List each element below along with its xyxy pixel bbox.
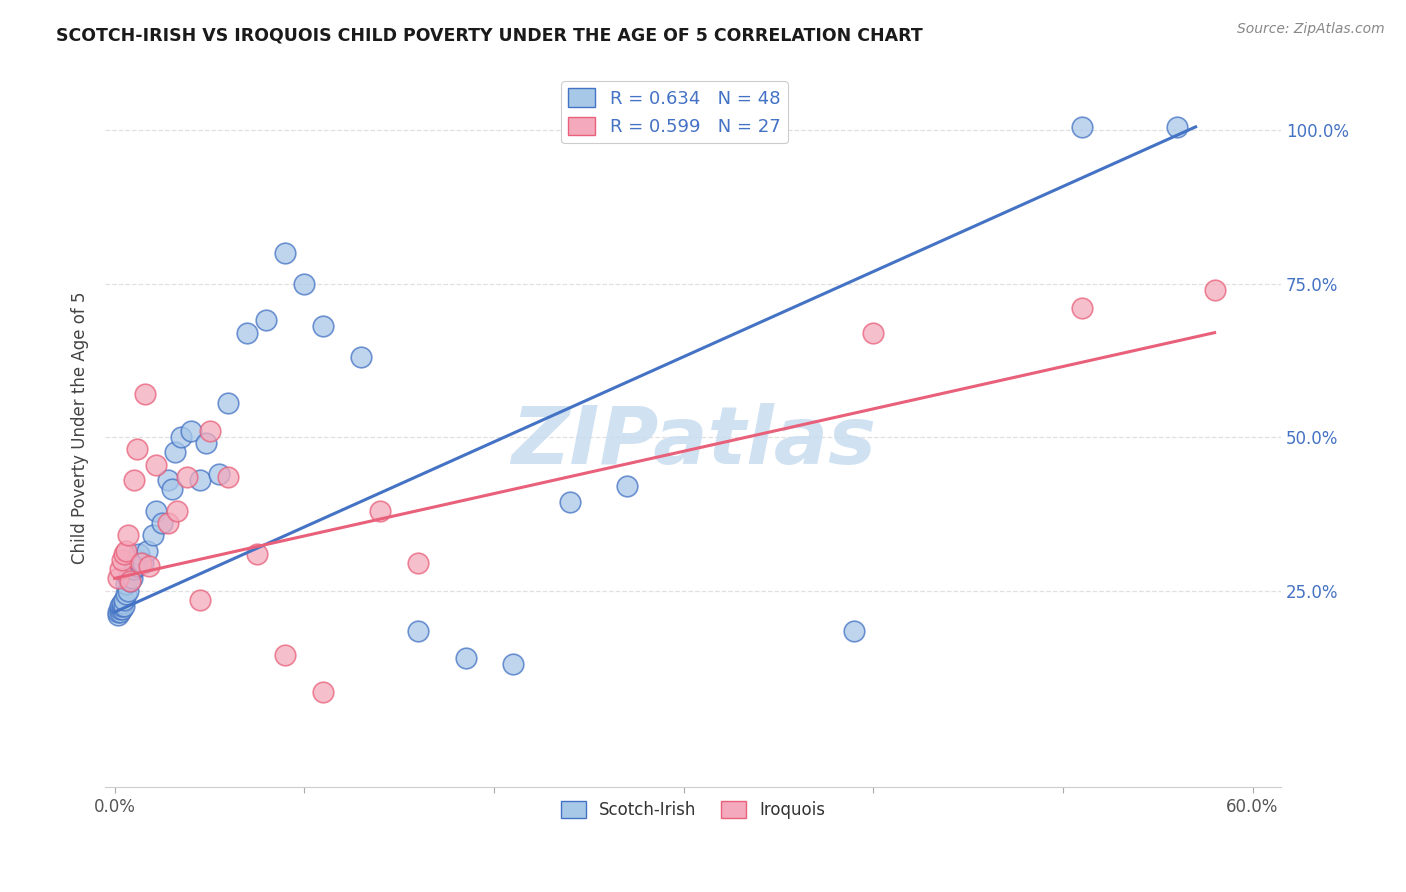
Point	[1070, 301, 1092, 315]
Point	[292, 277, 315, 291]
Point	[156, 473, 179, 487]
Point	[132, 556, 155, 570]
Point	[312, 319, 335, 334]
Text: SCOTCH-IRISH VS IROQUOIS CHILD POVERTY UNDER THE AGE OF 5 CORRELATION CHART: SCOTCH-IRISH VS IROQUOIS CHILD POVERTY U…	[56, 27, 922, 45]
Point	[112, 599, 135, 613]
Point	[127, 442, 149, 457]
Point	[115, 587, 138, 601]
Point	[134, 387, 156, 401]
Point	[127, 553, 149, 567]
Point	[122, 473, 145, 487]
Point	[454, 651, 477, 665]
Point	[254, 313, 277, 327]
Point	[1204, 283, 1226, 297]
Point	[118, 574, 141, 589]
Point	[198, 424, 221, 438]
Point	[124, 559, 146, 574]
Y-axis label: Child Poverty Under the Age of 5: Child Poverty Under the Age of 5	[72, 292, 89, 564]
Point	[312, 685, 335, 699]
Point	[558, 494, 581, 508]
Point	[121, 571, 143, 585]
Point	[188, 473, 211, 487]
Point	[107, 605, 129, 619]
Point	[128, 547, 150, 561]
Point	[368, 504, 391, 518]
Point	[117, 583, 139, 598]
Point	[111, 596, 134, 610]
Legend: Scotch-Irish, Iroquois: Scotch-Irish, Iroquois	[554, 794, 832, 826]
Point	[246, 547, 269, 561]
Point	[188, 592, 211, 607]
Point	[150, 516, 173, 530]
Point	[107, 571, 129, 585]
Point	[862, 326, 884, 340]
Point	[110, 599, 132, 613]
Point	[170, 430, 193, 444]
Point	[138, 559, 160, 574]
Point	[160, 483, 183, 497]
Point	[218, 470, 240, 484]
Point	[117, 528, 139, 542]
Point	[844, 624, 866, 638]
Point	[218, 396, 240, 410]
Point	[115, 543, 138, 558]
Point	[115, 577, 138, 591]
Point	[274, 648, 297, 662]
Point	[165, 445, 187, 459]
Point	[406, 556, 429, 570]
Point	[156, 516, 179, 530]
Point	[136, 543, 159, 558]
Point	[180, 424, 202, 438]
Point	[110, 605, 132, 619]
Point	[122, 562, 145, 576]
Point	[616, 479, 638, 493]
Point	[111, 602, 134, 616]
Point	[194, 436, 217, 450]
Point	[350, 350, 373, 364]
Point	[112, 592, 135, 607]
Point	[111, 553, 134, 567]
Point	[118, 574, 141, 589]
Point	[112, 547, 135, 561]
Point	[1166, 120, 1188, 134]
Point	[129, 556, 152, 570]
Point	[176, 470, 198, 484]
Text: Source: ZipAtlas.com: Source: ZipAtlas.com	[1237, 22, 1385, 37]
Point	[145, 504, 167, 518]
Point	[107, 608, 129, 623]
Point	[208, 467, 231, 481]
Point	[142, 528, 165, 542]
Point	[110, 562, 132, 576]
Point	[236, 326, 259, 340]
Point	[145, 458, 167, 472]
Point	[117, 571, 139, 585]
Point	[110, 602, 132, 616]
Text: ZIPatlas: ZIPatlas	[510, 403, 876, 481]
Point	[111, 599, 134, 613]
Point	[274, 245, 297, 260]
Point	[502, 657, 524, 672]
Point	[1070, 120, 1092, 134]
Point	[166, 504, 188, 518]
Point	[406, 624, 429, 638]
